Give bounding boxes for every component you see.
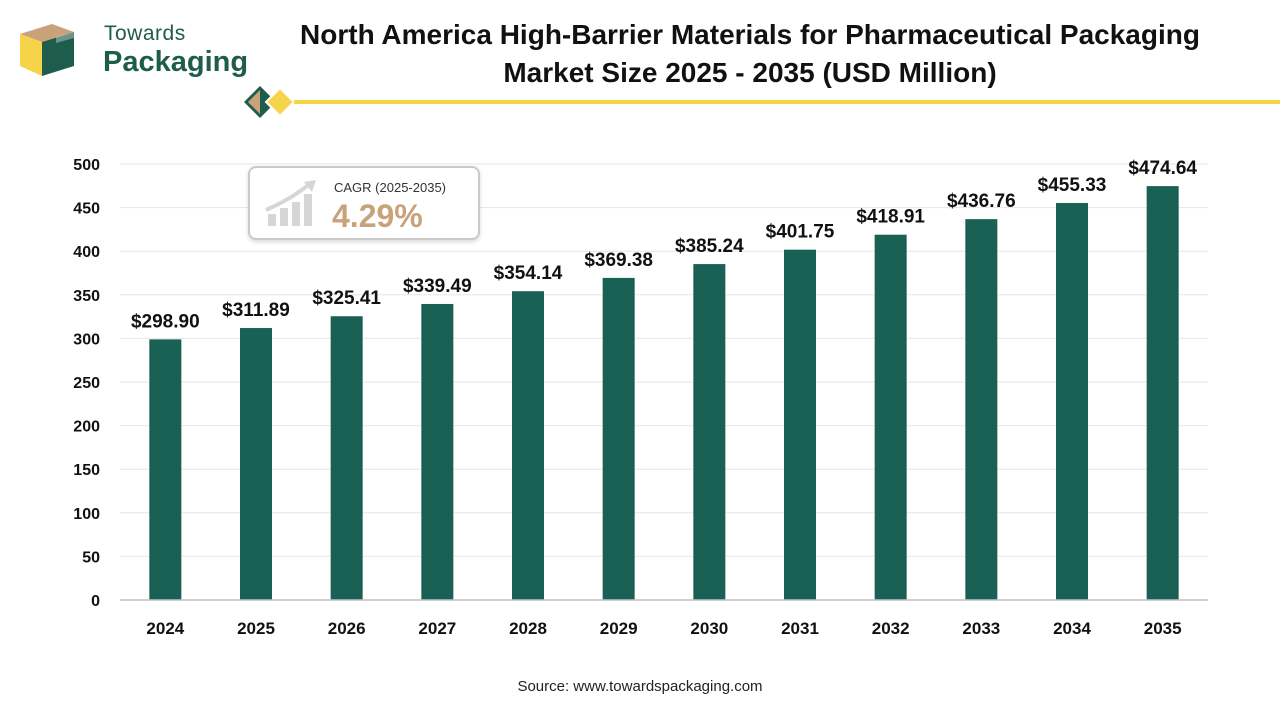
- y-tick-label: 100: [73, 506, 100, 523]
- data-label-2029: $369.38: [584, 250, 653, 271]
- data-label-2024: $298.90: [131, 311, 200, 332]
- brand-logo: Towards Packaging: [18, 18, 248, 82]
- y-tick-label: 200: [73, 419, 100, 436]
- bar-2029: [602, 277, 635, 600]
- bars: [149, 186, 1179, 601]
- data-label-2025: $311.89: [222, 300, 290, 321]
- box-logo-icon: [20, 24, 74, 76]
- x-tick-label-2027: 2027: [418, 619, 456, 638]
- data-labels: $298.90 $311.89 $325.41 $339.49 $354.14 $369.…: [131, 158, 1197, 332]
- data-label-2033: $436.76: [947, 191, 1016, 212]
- x-tick-label-2032: 2032: [872, 619, 910, 638]
- divider-line: [294, 100, 1280, 104]
- cagr-label: CAGR (2025-2035): [334, 180, 446, 195]
- data-label-2027: $339.49: [403, 276, 472, 297]
- bar-2024: [149, 339, 182, 600]
- x-tick-label-2033: 2033: [962, 619, 1000, 638]
- divider-diamond-tan-icon: [248, 90, 260, 114]
- y-tick-label: 500: [73, 157, 100, 174]
- bar-2025: [240, 328, 272, 600]
- x-tick-label-2026: 2026: [328, 619, 366, 638]
- y-axis-ticks: 0 50 100 150 200 250 300 350 400 450 500: [73, 157, 100, 610]
- chart-title: North America High-Barrier Materials for…: [270, 16, 1230, 92]
- x-tick-label-2035: 2035: [1144, 619, 1182, 638]
- bar-2027: [421, 303, 454, 600]
- y-tick-label: 150: [73, 462, 100, 479]
- bar-2033: [965, 219, 998, 601]
- data-label-2032: $418.91: [856, 207, 925, 228]
- bar-2034: [1056, 202, 1088, 600]
- y-tick-label: 450: [73, 201, 100, 218]
- x-axis-ticks: 2024 2025 2026 2027 2028 2029 2030 2031 2032 2033…: [146, 619, 1181, 638]
- x-tick-label-2030: 2030: [690, 619, 728, 638]
- cagr-callout: CAGR (2025-2035) 4.29%: [248, 166, 480, 240]
- bar-2031: [784, 249, 816, 600]
- data-label-2028: $354.14: [494, 263, 563, 284]
- bar-2026: [330, 316, 363, 600]
- divider-diamond-yellow-icon: [264, 86, 296, 118]
- brand-name-line2: Packaging: [103, 46, 249, 78]
- chart-title-line2: Market Size 2025 - 2035 (USD Million): [503, 57, 997, 88]
- data-label-2034: $455.33: [1038, 175, 1107, 196]
- chart-title-line1: North America High-Barrier Materials for…: [300, 19, 1200, 50]
- grid-lines: [120, 163, 1208, 557]
- y-tick-label: 400: [73, 244, 100, 261]
- data-label-2035: $474.64: [1128, 158, 1197, 179]
- data-label-2031: $401.75: [766, 222, 835, 243]
- x-tick-label-2028: 2028: [509, 619, 547, 638]
- y-tick-label: 0: [91, 593, 100, 610]
- growth-chart-icon: [265, 180, 316, 226]
- bar-2028: [512, 291, 544, 600]
- data-label-2030: $385.24: [675, 236, 744, 257]
- x-tick-label-2025: 2025: [237, 619, 275, 638]
- x-tick-label-2024: 2024: [146, 619, 184, 638]
- y-tick-label: 350: [73, 288, 100, 305]
- x-tick-label-2029: 2029: [600, 619, 638, 638]
- bar-2035: [1146, 186, 1179, 600]
- x-tick-label-2034: 2034: [1053, 619, 1091, 638]
- header-divider: [244, 86, 1280, 118]
- data-label-2026: $325.41: [312, 288, 381, 309]
- bar-2030: [693, 264, 726, 600]
- y-tick-label: 250: [73, 375, 100, 392]
- cagr-value: 4.29%: [332, 198, 423, 234]
- y-tick-label: 300: [73, 331, 100, 348]
- bar-2032: [874, 234, 907, 600]
- brand-name-line1: Towards: [104, 22, 186, 45]
- x-tick-label-2031: 2031: [781, 619, 819, 638]
- y-tick-label: 50: [82, 549, 100, 566]
- source-note: Source: www.towardspackaging.com: [517, 678, 763, 695]
